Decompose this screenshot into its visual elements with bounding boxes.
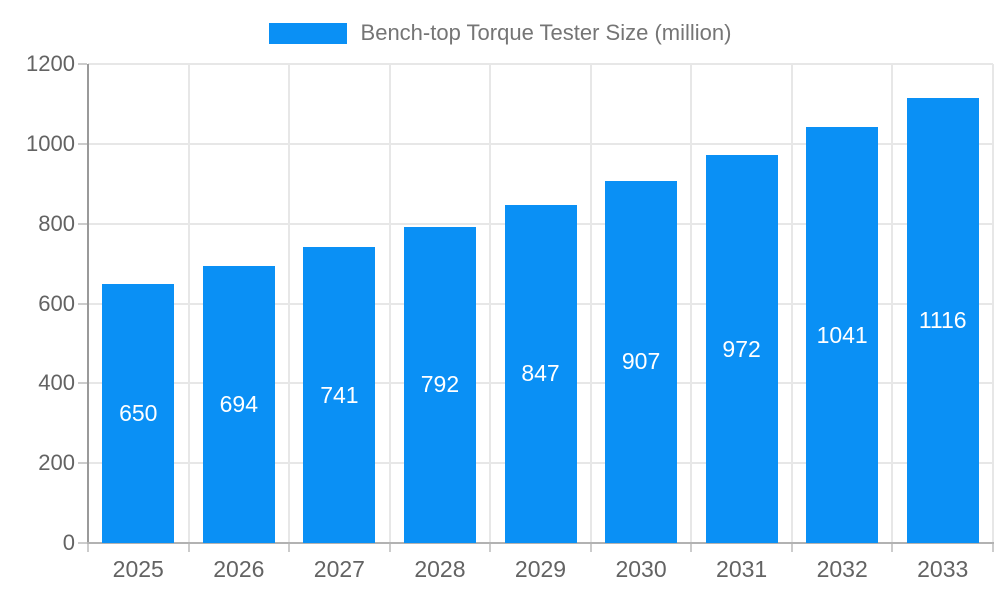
bar: 650 (102, 283, 175, 543)
x-axis-tick (288, 544, 291, 552)
x-tick-label: 2032 (816, 556, 868, 582)
y-axis-tick (78, 63, 87, 65)
bar: 694 (202, 265, 275, 543)
x-axis-tick (790, 544, 793, 552)
bar: 1041 (806, 127, 879, 543)
y-tick-label: 200 (38, 450, 75, 476)
bar: 1116 (906, 97, 979, 543)
x-gridline (589, 64, 592, 543)
legend-label: Bench-top Torque Tester Size (million) (360, 20, 732, 45)
x-axis-tick (187, 544, 190, 552)
x-axis-tick (87, 544, 89, 552)
bar: 792 (403, 226, 476, 543)
x-gridline (187, 64, 190, 543)
x-gridline (489, 64, 492, 543)
x-gridline (388, 64, 391, 543)
bar-value-label: 694 (219, 390, 259, 417)
y-tick-label: 600 (38, 290, 75, 316)
bar-value-label: 847 (521, 360, 560, 387)
y-axis-tick (78, 542, 87, 544)
x-tick-label: 2033 (917, 556, 969, 582)
y-axis-tick (78, 302, 87, 305)
bar: 847 (504, 204, 577, 543)
y-axis-tick (78, 222, 87, 225)
x-tick-label: 2026 (213, 556, 265, 582)
bar-value-label: 972 (722, 335, 761, 362)
bar-value-label: 1116 (918, 306, 967, 333)
bar-value-label: 741 (320, 381, 359, 408)
x-gridline (690, 64, 693, 543)
x-axis-line (87, 542, 994, 544)
bar: 741 (303, 247, 376, 543)
x-axis-tick (992, 544, 994, 552)
y-axis-tick (78, 462, 87, 465)
y-gridline (88, 142, 993, 145)
y-tick-label: 1000 (26, 130, 75, 156)
x-axis-tick (690, 544, 693, 552)
y-tick-label: 1200 (26, 51, 75, 76)
x-tick-label: 2028 (414, 556, 466, 582)
bar: 907 (605, 180, 678, 543)
bar: 972 (705, 155, 778, 543)
x-gridline (288, 64, 291, 543)
x-axis-tick (489, 544, 492, 552)
bar-value-label: 907 (621, 348, 661, 375)
y-tick-label: 400 (38, 370, 75, 396)
x-tick-label: 2027 (313, 556, 365, 582)
x-tick-label: 2030 (615, 556, 667, 582)
bar-value-label: 650 (119, 399, 158, 426)
x-tick-label: 2029 (514, 556, 567, 582)
x-gridline (992, 64, 994, 543)
x-tick-label: 2031 (716, 556, 768, 582)
legend-swatch-icon (268, 22, 347, 44)
x-axis-tick (388, 544, 391, 552)
bar-value-label: 1041 (816, 321, 868, 348)
y-tick-label: 0 (62, 530, 75, 555)
x-tick-label: 2025 (112, 556, 164, 582)
plot-area: 650 694 741 792 847 907 972 1041 1116 (78, 63, 994, 552)
bar-value-label: 792 (420, 371, 460, 398)
y-axis-tick (78, 142, 87, 145)
y-gridline (88, 63, 993, 65)
y-axis-tick (78, 382, 87, 385)
y-axis-line (87, 64, 89, 543)
x-gridline (891, 64, 894, 543)
chart-legend: Bench-top Torque Tester Size (million) (0, 20, 1000, 46)
x-axis-tick (891, 544, 894, 552)
y-tick-label: 800 (38, 210, 75, 236)
x-axis-tick (589, 544, 592, 552)
x-gridline (790, 64, 793, 543)
